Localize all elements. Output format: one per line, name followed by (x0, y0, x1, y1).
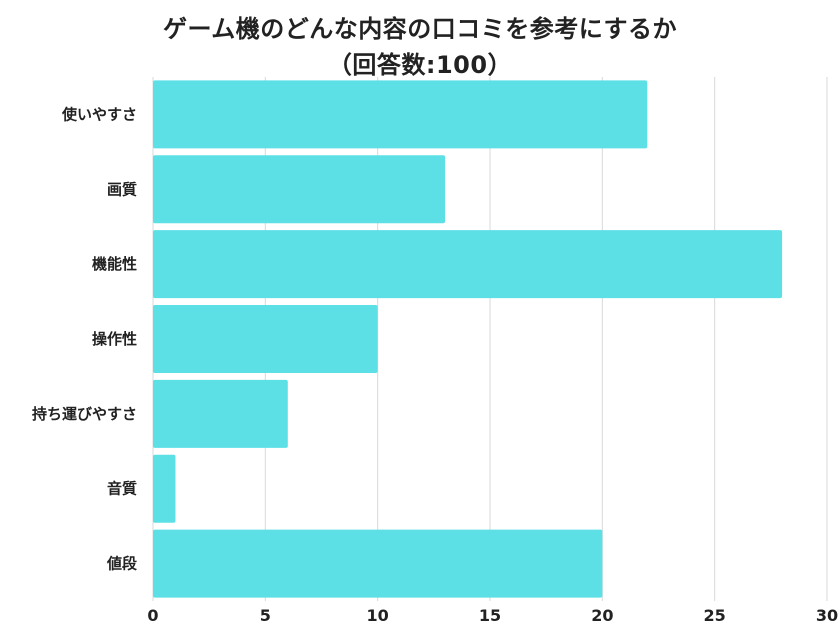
category-label: 画質 (107, 180, 137, 198)
bar (153, 529, 603, 598)
category-label: 使いやすさ (61, 105, 137, 123)
x-tick-label: 5 (260, 606, 271, 625)
chart-title: ゲーム機のどんな内容の口コミを参考にするか (162, 15, 678, 43)
bar (153, 454, 176, 523)
bar (153, 155, 446, 224)
x-tick-label: 20 (591, 606, 613, 625)
x-tick-label: 30 (816, 606, 838, 625)
bar (153, 379, 288, 448)
bar (153, 230, 783, 299)
category-label: 音質 (107, 480, 137, 498)
x-tick-label: 10 (367, 606, 389, 625)
category-label: 持ち運びやすさ (32, 405, 137, 423)
category-label: 値段 (106, 555, 137, 573)
category-label: 機能性 (92, 255, 137, 273)
chart-subtitle: （回答数:100） (327, 51, 513, 79)
bar (153, 80, 648, 149)
x-tick-label: 15 (479, 606, 501, 625)
bars (153, 80, 783, 598)
x-tick-label: 25 (704, 606, 726, 625)
category-label: 操作性 (92, 330, 137, 348)
bar (153, 305, 378, 373)
x-tick-labels: 0 5 10 15 20 25 30 (147, 606, 838, 625)
x-tick-label: 0 (147, 606, 158, 625)
